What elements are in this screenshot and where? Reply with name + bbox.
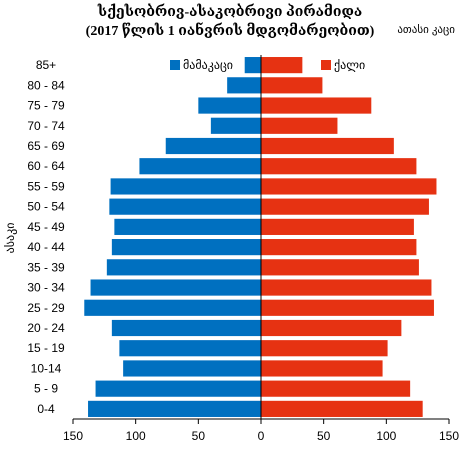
category-label: 75 - 79: [27, 99, 65, 113]
bar-female-11: [261, 178, 437, 195]
x-tick-label: 100: [376, 429, 396, 443]
legend: მამაკაცი ქალი: [170, 58, 365, 72]
bar-female-13: [261, 137, 394, 155]
category-label: 45 - 49: [27, 220, 65, 234]
bar-male-1: [95, 380, 261, 397]
bar-male-14: [210, 117, 261, 134]
bar-female-8: [261, 239, 417, 256]
category-label: 70 - 74: [27, 119, 65, 133]
x-tick-label: 150: [63, 429, 83, 443]
y-axis-label: ასაკი: [3, 223, 17, 254]
bar-female-6: [261, 279, 432, 296]
bars-group: [84, 57, 437, 417]
bar-female-10: [261, 198, 429, 215]
x-tick-label: 100: [126, 429, 146, 443]
x-tick-label: 0: [258, 429, 265, 443]
bar-female-17: [261, 57, 303, 74]
bar-male-13: [165, 137, 261, 155]
category-labels: 0-4 5 - 9 10-14 15 - 19 20 - 24 25 - 29 30 - 3…: [27, 58, 65, 416]
bar-male-4: [111, 319, 261, 337]
bar-male-8: [111, 239, 261, 256]
bar-male-7: [106, 259, 261, 276]
bar-female-1: [261, 380, 411, 397]
category-label: 60 - 64: [27, 159, 65, 173]
chart-subtitle: (2017 წლის 1 იანვრის მდგომარეობით): [86, 22, 375, 39]
bar-female-5: [261, 299, 434, 316]
bar-male-10: [109, 198, 261, 215]
bar-female-12: [261, 158, 417, 175]
category-label: 25 - 29: [27, 301, 65, 315]
bar-male-9: [114, 218, 261, 235]
legend-label-female: ქალი: [334, 58, 365, 72]
category-label: 50 - 54: [27, 200, 65, 214]
unit-label: ათასი კაცი: [397, 24, 455, 36]
x-tick-label: 150: [439, 429, 459, 443]
legend-label-male: მამაკაცი: [183, 58, 233, 72]
bar-female-0: [261, 400, 423, 417]
category-label: 30 - 34: [27, 281, 65, 295]
bar-female-14: [261, 117, 338, 134]
bar-male-6: [90, 279, 262, 296]
bar-male-0: [88, 400, 261, 417]
bar-female-3: [261, 340, 388, 357]
bar-female-7: [261, 259, 419, 276]
bar-female-4: [261, 319, 402, 337]
bar-male-16: [227, 77, 261, 94]
bar-male-11: [110, 178, 261, 195]
category-label: 5 - 9: [34, 382, 58, 396]
category-label: 40 - 44: [27, 240, 65, 254]
bar-female-16: [261, 77, 323, 94]
bar-male-5: [84, 299, 261, 316]
bar-male-17: [244, 57, 261, 74]
bar-male-3: [119, 340, 261, 357]
category-label: 0-4: [37, 402, 55, 416]
x-tick-label: 50: [317, 429, 331, 443]
category-label: 15 - 19: [27, 341, 65, 355]
bar-male-12: [139, 158, 261, 175]
legend-swatch-female: [321, 60, 331, 70]
legend-swatch-male: [170, 60, 180, 70]
category-label: 85+: [36, 58, 56, 72]
bar-male-15: [198, 97, 261, 114]
bar-male-2: [123, 360, 261, 377]
x-tick-label: 50: [192, 429, 206, 443]
bar-female-9: [261, 218, 414, 235]
category-label: 10-14: [31, 361, 62, 375]
bar-female-2: [261, 360, 383, 377]
category-label: 55 - 59: [27, 179, 65, 193]
category-label: 80 - 84: [27, 78, 65, 92]
x-axis: 150 100 50 0 50 100 150: [63, 55, 459, 443]
bar-female-15: [261, 97, 372, 114]
chart-title: სქესობრივ-ასაკობრივი პირამიდა: [97, 4, 362, 20]
category-label: 35 - 39: [27, 260, 65, 274]
category-label: 65 - 69: [27, 139, 65, 153]
category-label: 20 - 24: [27, 321, 65, 335]
